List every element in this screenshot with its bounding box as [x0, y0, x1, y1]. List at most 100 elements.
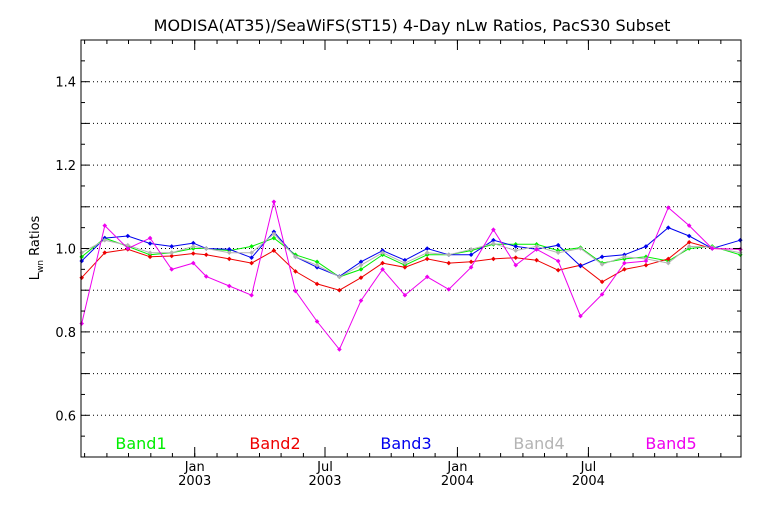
- data-point: [666, 260, 671, 266]
- legend-item-band1: Band1: [115, 434, 166, 453]
- data-point: [513, 255, 519, 260]
- data-point: [737, 237, 743, 243]
- y-tick-label: 1.2: [55, 159, 76, 174]
- data-point: [293, 269, 298, 274]
- data-point: [468, 252, 474, 258]
- data-point: [402, 260, 408, 266]
- data-point: [271, 235, 277, 241]
- y-axis-label-main: L: [28, 272, 43, 280]
- legend-item-band4: Band4: [513, 434, 564, 453]
- data-point: [190, 240, 196, 246]
- data-point: [358, 275, 364, 280]
- data-point: [578, 246, 583, 251]
- legend-item-band2: Band2: [249, 434, 300, 453]
- data-point: [293, 254, 298, 260]
- data-point: [622, 254, 627, 260]
- data-point: [314, 319, 320, 324]
- x-tick-label-month: Jul: [316, 460, 333, 475]
- data-point: [226, 250, 232, 255]
- series-line: [81, 201, 741, 351]
- data-point: [271, 231, 277, 237]
- y-axis: 0.6 0.8 1.0 1.2 1.4: [55, 39, 741, 458]
- data-point: [314, 259, 320, 265]
- x-tick-label-month: Jul: [580, 460, 597, 475]
- data-point: [424, 246, 430, 251]
- data-point: [599, 292, 605, 297]
- data-point: [125, 246, 131, 251]
- data-point: [446, 260, 452, 266]
- data-point: [468, 259, 474, 265]
- data-point: [358, 262, 364, 268]
- data-point: [686, 244, 692, 249]
- data-point: [102, 250, 108, 255]
- y-tick-label: 0.8: [55, 326, 76, 341]
- x-tick-label-year: 2003: [308, 474, 341, 489]
- data-point: [358, 298, 364, 303]
- data-point: [190, 260, 196, 266]
- data-point: [491, 256, 496, 262]
- data-point: [271, 248, 277, 253]
- data-point: [622, 260, 627, 266]
- y-tick-label: 1.4: [55, 76, 76, 91]
- series-band2: [79, 239, 743, 293]
- legend: Band1 Band2 Band3 Band4 Band5: [115, 434, 696, 453]
- data-point: [337, 347, 342, 352]
- data-point: [402, 257, 408, 263]
- data-point: [555, 242, 561, 248]
- data-point: [622, 267, 627, 272]
- gridlines: [81, 81, 741, 416]
- y-axis-label-rest: Ratios: [28, 215, 43, 260]
- data-point: [226, 247, 232, 252]
- data-point: [147, 254, 153, 260]
- data-point: [491, 241, 496, 246]
- data-point: [446, 287, 452, 292]
- series-band5: [79, 199, 743, 352]
- data-point: [271, 199, 277, 205]
- data-point: [169, 244, 174, 249]
- data-point: [468, 264, 474, 270]
- data-point: [380, 267, 385, 272]
- data-point: [737, 250, 743, 255]
- data-point: [578, 263, 583, 269]
- data-point: [643, 262, 649, 268]
- data-point: [79, 250, 85, 255]
- data-point: [169, 250, 174, 255]
- data-point: [666, 225, 671, 230]
- data-point: [686, 233, 692, 239]
- data-point: [402, 292, 408, 298]
- data-point: [249, 255, 254, 260]
- data-point: [555, 267, 561, 273]
- data-point: [102, 223, 108, 228]
- data-point: [249, 250, 254, 255]
- series-line: [81, 241, 741, 291]
- chart-title: MODISA(AT35)/SeaWiFS(ST15) 4-Day nLw Rat…: [154, 16, 671, 35]
- data-point: [203, 274, 209, 279]
- data-point: [686, 239, 692, 245]
- y-axis-label: Lwn Ratios: [28, 215, 46, 280]
- data-point: [709, 246, 715, 251]
- y-tick-label: 0.6: [55, 409, 76, 424]
- data-point: [125, 242, 131, 248]
- data-point: [314, 262, 320, 268]
- x-tick-label-year: 2004: [441, 474, 474, 489]
- data-point: [491, 227, 496, 233]
- x-tick-label-year: 2003: [178, 474, 211, 489]
- data-point: [203, 246, 209, 251]
- data-point: [293, 288, 298, 294]
- series-band3: [79, 225, 743, 279]
- data-point: [513, 248, 519, 253]
- data-point: [314, 281, 320, 287]
- data-point: [446, 252, 452, 258]
- data-point: [686, 223, 692, 228]
- data-point: [737, 247, 743, 252]
- data-point: [249, 260, 254, 266]
- data-point: [147, 241, 153, 246]
- legend-item-band5: Band5: [645, 434, 696, 453]
- data-point: [337, 287, 342, 293]
- data-point: [249, 292, 254, 298]
- data-point: [424, 256, 430, 262]
- series-layer: [79, 199, 743, 352]
- data-point: [226, 256, 232, 262]
- data-point: [402, 264, 408, 270]
